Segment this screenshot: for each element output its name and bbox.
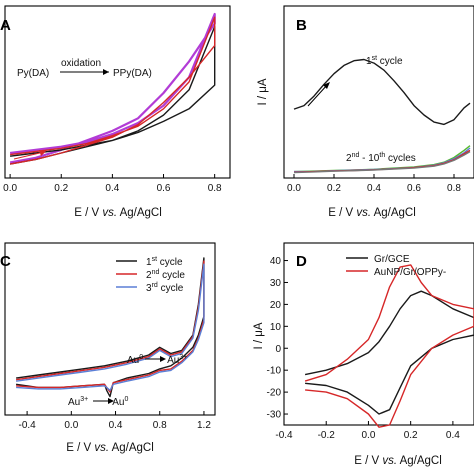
panel-d-plot — [304, 264, 474, 428]
panel-c-xtick-label: 0.0 — [64, 420, 78, 431]
panel-d-xlabel: E / V vs. Ag/AgCl — [354, 455, 442, 467]
panel-b-xtick-label: 0.0 — [287, 183, 301, 194]
panel-c: C 1st cycle 2nd cycle 3rd cycle Au0 Au3+ … — [0, 242, 216, 454]
panel-a-xtick-label: 0.8 — [208, 183, 222, 194]
panel-d-x-ticks: -0.4 -0.2 0.0 0.2 0.4 — [275, 421, 460, 441]
panel-d-xtick-label: 0.0 — [361, 430, 375, 441]
legend-label-aunp: AuNP/Gr/OPPy- — [374, 267, 446, 278]
panel-b-series-5-line — [293, 150, 471, 174]
panel-c-annotation-reduction: Au3+ Au0 — [68, 396, 128, 408]
panel-c-letter: C — [0, 253, 11, 270]
panel-b-letter: B — [296, 17, 307, 34]
panel-d-xtick-label: -0.2 — [318, 430, 336, 441]
panel-d-xtick-label: -0.4 — [275, 430, 293, 441]
panel-b-scan-arrow — [307, 83, 329, 107]
panel-b-frame — [283, 5, 474, 179]
panel-c-xlabel: E / V vs. Ag/AgCl — [66, 442, 154, 454]
panel-d-ytick-label: 40 — [270, 256, 282, 267]
panel-d-ytick-label: 30 — [270, 278, 282, 289]
panel-c-reduction-arrow-head — [108, 398, 114, 404]
legend-label-1st-cycle: 1st cycle — [146, 256, 183, 268]
panel-a-scan-arrow — [13, 151, 45, 160]
panel-a-x-ticks: 0.0 0.2 0.4 0.6 0.8 — [3, 174, 222, 194]
panel-b-scan-arrow-head — [323, 82, 330, 89]
legend-label-2nd-cycle: 2nd cycle — [146, 269, 185, 281]
panel-d-frame — [283, 242, 474, 426]
panel-a-xtick-label: 0.2 — [54, 183, 68, 194]
panel-b-xlabel: E / V vs. Ag/AgCl — [328, 207, 416, 219]
legend-label-gr-gce: Gr/GCE — [374, 254, 410, 265]
panel-c-xtick-label: -0.4 — [18, 420, 36, 431]
panel-a-plot — [9, 12, 216, 165]
panel-d-ytick-label: 20 — [270, 300, 282, 311]
panel-a-xtick-label: 0.4 — [105, 183, 119, 194]
panel-a-scan-arrow-head — [39, 150, 46, 156]
panel-c-xtick-label: 0.4 — [109, 420, 123, 431]
panel-d-letter: D — [296, 253, 307, 270]
panel-a-letter: A — [0, 17, 11, 34]
panel-c-frame — [4, 242, 216, 416]
panel-c-oxidation-arrow-head — [160, 356, 166, 362]
panel-c-legend: 1st cycle 2nd cycle 3rd cycle — [116, 256, 185, 294]
panel-b-plot — [293, 58, 471, 174]
panel-b-xtick-label: 0.4 — [367, 183, 381, 194]
panel-a-frame — [4, 5, 231, 179]
panel-d-ytick-label: -10 — [267, 366, 282, 377]
panel-d-ytick-label: 0 — [275, 344, 281, 355]
panel-a-series-2-line — [9, 25, 216, 165]
panel-b-xtick-label: 0.2 — [327, 183, 341, 194]
panel-a-xtick-label: 0.0 — [3, 183, 17, 194]
panel-c-x-ticks: -0.4 0.0 0.4 0.8 1.2 — [18, 411, 211, 431]
panel-c-xtick-label: 1.2 — [197, 420, 211, 431]
panel-a-annotation-arrow-label: oxidation — [61, 58, 101, 69]
panel-d-y-ticks: 40 30 20 10 0 -10 -20 -30 — [267, 256, 288, 421]
panel-b-ylabel: I / μA — [257, 78, 269, 105]
panel-b: B I / μA 1st cycle 2nd - 10th cycles 0.0… — [257, 5, 474, 219]
panel-b-x-ticks: 0.0 0.2 0.4 0.6 0.8 — [287, 174, 461, 194]
panel-d-ytick-label: -20 — [267, 388, 282, 399]
panel-d-series-2-line — [304, 264, 474, 428]
panel-d-legend: Gr/GCE AuNP/Gr/OPPy- — [346, 254, 446, 278]
panel-d-xtick-label: 0.4 — [446, 430, 460, 441]
panel-a-xtick-label: 0.6 — [157, 183, 171, 194]
panel-d-ytick-label: -30 — [267, 410, 282, 421]
legend-label-3rd-cycle: 3rd cycle — [146, 282, 184, 294]
panel-b-label-later-cycles: 2nd - 10th cycles — [346, 152, 416, 164]
panel-c-xtick-label: 0.8 — [153, 420, 167, 431]
panel-d-ylabel: I / μA — [253, 322, 265, 349]
panel-c-series-3-line — [16, 263, 205, 392]
panel-c-annotation-oxidation: Au0 Au3+ — [127, 354, 187, 366]
panel-d: D I / μA Gr/GCE AuNP/Gr/OPPy- -0.4 -0.2 0.… — [253, 242, 474, 467]
panel-b-label-first-cycle: 1st cycle — [366, 55, 403, 67]
panel-c-series-1-line — [16, 257, 205, 398]
panel-a-xlabel: E / V vs. Ag/AgCl — [74, 207, 162, 219]
panel-b-series-1-line — [293, 58, 471, 126]
panel-d-series-1-line — [304, 290, 474, 415]
panel-a: A Py(DA) oxidation PPy(DA) 0.0 0.2 0.4 0.6 0… — [0, 5, 231, 219]
panel-c-plot — [16, 257, 205, 398]
panel-d-ytick-label: 10 — [270, 322, 282, 333]
panel-a-series-3-line — [9, 16, 216, 165]
panel-b-xtick-label: 0.6 — [407, 183, 421, 194]
panel-a-annotation-arrow-head — [103, 69, 109, 75]
panel-a-annotation-right: PPy(DA) — [113, 68, 152, 79]
panel-d-xtick-label: 0.2 — [404, 430, 418, 441]
panel-a-annotation-left: Py(DA) — [17, 68, 49, 79]
panel-b-xtick-label: 0.8 — [447, 183, 461, 194]
